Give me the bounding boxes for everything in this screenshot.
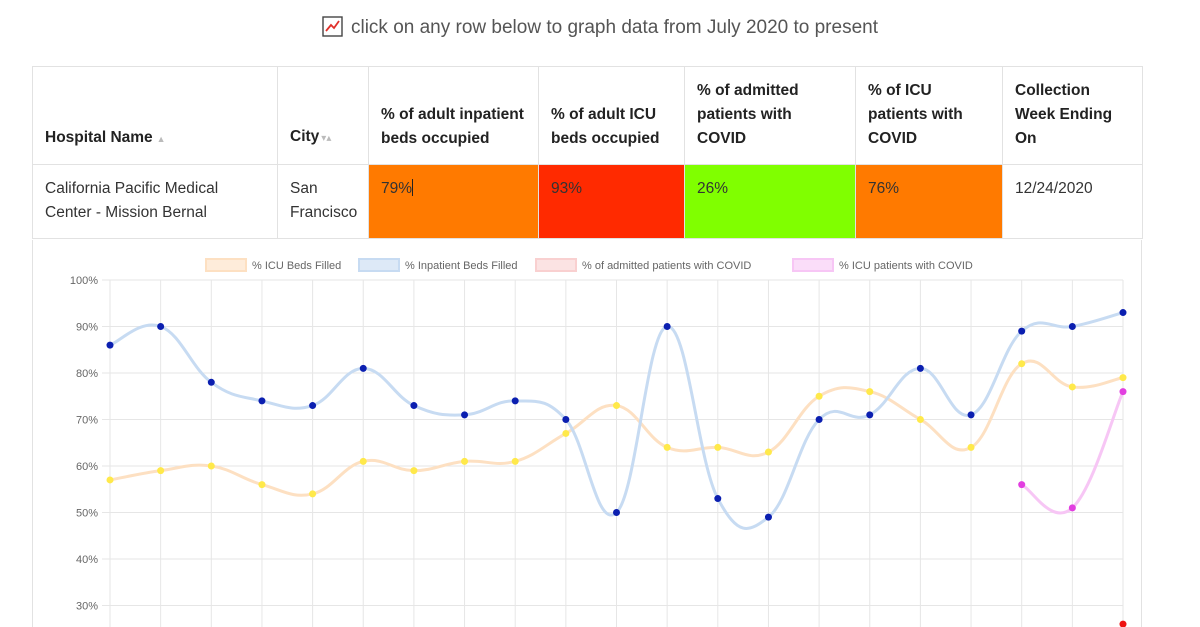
cell-admitted-covid: 26% xyxy=(684,164,856,239)
legend-label: % of admitted patients with COVID xyxy=(582,260,751,272)
data-point xyxy=(511,397,519,405)
data-point xyxy=(309,490,317,498)
data-point xyxy=(714,443,722,451)
data-point xyxy=(1068,323,1076,330)
data-point xyxy=(106,476,114,484)
y-tick-label: 40% xyxy=(76,554,98,566)
data-point xyxy=(410,467,418,475)
cell-city: San Francisco xyxy=(277,164,369,239)
graph-hint: click on any row below to graph data fro… xyxy=(0,16,1200,39)
data-point xyxy=(207,378,215,386)
data-point xyxy=(461,411,469,419)
header-collection-week[interactable]: Collection Week Ending On xyxy=(1002,66,1143,165)
data-point xyxy=(1068,504,1076,512)
data-point xyxy=(967,443,975,451)
header-admitted-covid[interactable]: % of admitted patients with COVID xyxy=(684,66,856,165)
line-chart-icon xyxy=(322,16,343,37)
data-point xyxy=(461,457,469,465)
data-point xyxy=(1018,481,1026,489)
data-point xyxy=(359,457,367,465)
legend-swatch xyxy=(358,258,400,272)
data-point xyxy=(410,402,418,410)
sort-icon: ▾▴ xyxy=(321,133,332,144)
data-point xyxy=(562,416,570,423)
data-point xyxy=(866,411,874,419)
y-tick-label: 70% xyxy=(76,415,98,427)
data-point xyxy=(207,462,215,470)
data-point xyxy=(613,402,620,410)
table-row[interactable]: California Pacific Medical Center - Miss… xyxy=(32,164,1143,239)
y-tick-label: 30% xyxy=(76,601,98,613)
data-point xyxy=(1018,360,1026,368)
data-point xyxy=(1068,383,1076,391)
text-cursor xyxy=(412,179,414,196)
cell-collection-week: 12/24/2020 xyxy=(1002,164,1143,239)
data-point xyxy=(1119,388,1127,396)
occupancy-chart: 100% 90% 80% 70% 60% 50% 40% 30% % ICU Beds Fill… xyxy=(32,240,1142,627)
data-point xyxy=(815,392,823,400)
data-point xyxy=(764,513,772,521)
y-tick-label: 60% xyxy=(76,461,98,473)
y-tick-label: 100% xyxy=(70,275,98,287)
series-line xyxy=(109,311,1124,530)
header-icu-occupied[interactable]: % of adult ICU beds occupied xyxy=(538,66,685,165)
y-tick-label: 80% xyxy=(76,368,98,380)
data-point xyxy=(714,495,722,503)
legend-swatch xyxy=(792,258,834,272)
data-point xyxy=(157,467,165,475)
cell-hospital-name: California Pacific Medical Center - Miss… xyxy=(32,164,278,239)
data-point xyxy=(1018,327,1026,335)
data-point xyxy=(511,457,519,465)
data-point xyxy=(613,509,620,516)
y-tick-label: 90% xyxy=(76,322,98,334)
y-tick-label: 50% xyxy=(76,508,98,520)
data-point xyxy=(106,341,114,349)
data-point xyxy=(663,323,671,330)
data-point xyxy=(663,443,671,451)
data-point xyxy=(916,364,924,372)
data-point xyxy=(1119,374,1127,382)
data-point xyxy=(157,323,165,330)
header-hospital-name[interactable]: Hospital Name ▲ xyxy=(32,66,278,165)
cell-inpatient-occupied: 79% xyxy=(368,164,539,239)
data-point xyxy=(916,416,924,423)
data-point xyxy=(764,448,772,456)
legend-label: % ICU patients with COVID xyxy=(839,260,973,272)
data-point xyxy=(359,364,367,372)
legend-label: % Inpatient Beds Filled xyxy=(405,260,518,272)
header-inpatient-occupied[interactable]: % of adult inpatient beds occupied xyxy=(368,66,539,165)
sort-asc-icon: ▲ xyxy=(156,134,166,144)
data-point xyxy=(258,397,266,405)
graph-hint-text: click on any row below to graph data fro… xyxy=(350,17,878,38)
legend-swatch xyxy=(205,258,247,272)
header-icu-covid[interactable]: % of ICU patients with COVID xyxy=(855,66,1003,165)
occupancy-chart-svg: 100% 90% 80% 70% 60% 50% 40% 30% % ICU Beds Fill… xyxy=(70,258,1127,627)
legend-label: % ICU Beds Filled xyxy=(252,260,341,272)
data-point xyxy=(309,402,317,410)
data-point xyxy=(967,411,975,419)
cell-icu-covid: 76% xyxy=(855,164,1003,239)
header-city[interactable]: City ▾▴ xyxy=(277,66,369,165)
data-point xyxy=(815,416,823,423)
data-point xyxy=(562,429,570,437)
data-point xyxy=(258,481,266,489)
data-point xyxy=(1119,309,1127,317)
cell-icu-occupied: 93% xyxy=(538,164,685,239)
data-point xyxy=(1119,620,1127,627)
table-header-row: Hospital Name ▲ City ▾▴ % of adult inpatie… xyxy=(32,66,1143,165)
data-point xyxy=(866,388,874,396)
legend-swatch xyxy=(535,258,577,272)
hospital-table: Hospital Name ▲ City ▾▴ % of adult inpatie… xyxy=(32,66,1143,239)
